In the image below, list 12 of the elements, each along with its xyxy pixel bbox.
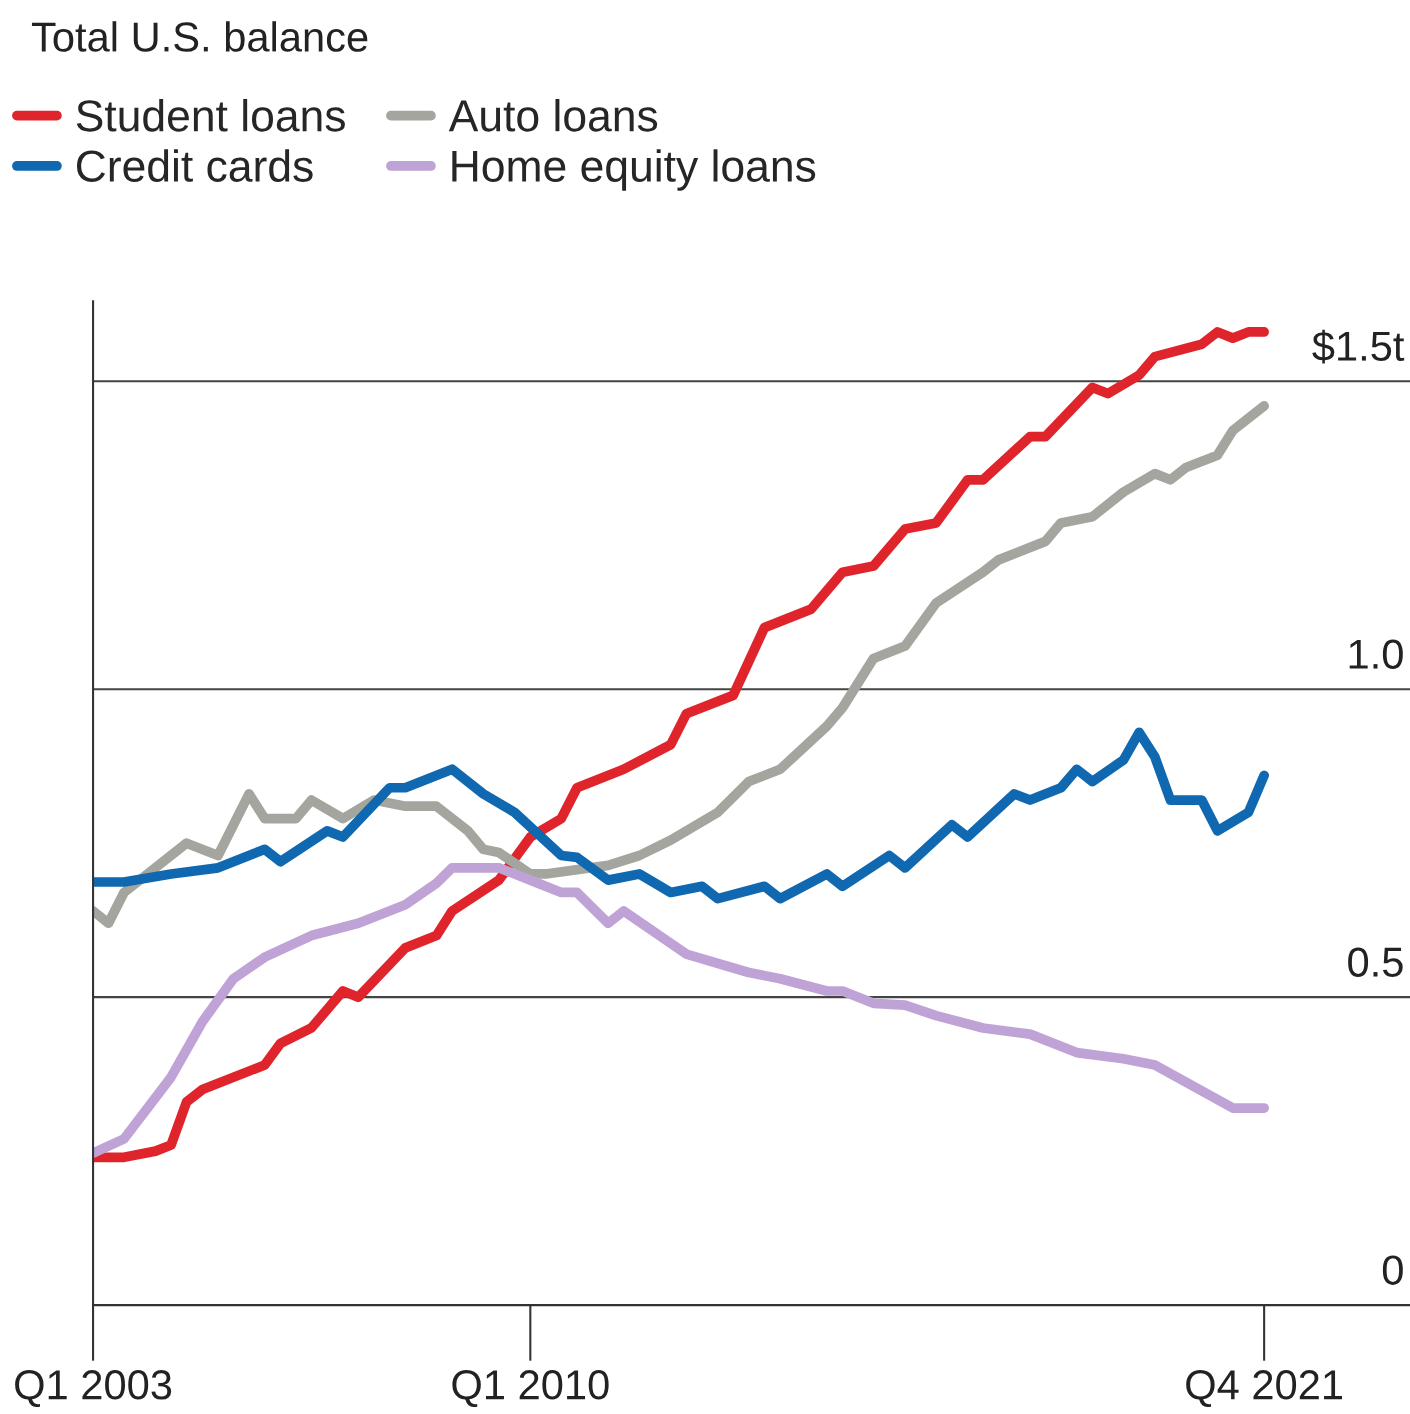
legend-label: Home equity loans [452, 149, 816, 191]
y-tick-label: 1.0 [1349, 639, 1403, 669]
y-tick-label: 0 [1382, 1255, 1403, 1285]
x-tick-label: Q4 2021 [1186, 1370, 1343, 1408]
chart-title: Total U.S. balance [31, 21, 368, 52]
y-tick-label: 0.5 [1348, 947, 1403, 977]
x-tick-label: Q1 2010 [452, 1370, 609, 1408]
legend-label: Credit cards [76, 149, 313, 182]
legend-label: Student loans [76, 98, 345, 132]
y-tick-label: $1.5t [1312, 329, 1405, 364]
legend-label: Auto loans [448, 98, 658, 132]
x-tick-label: Q1 2003 [15, 1370, 172, 1408]
